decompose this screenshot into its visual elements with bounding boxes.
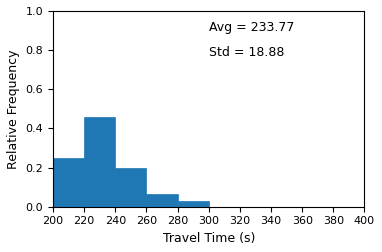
Text: Std = 18.88: Std = 18.88 xyxy=(209,46,284,59)
Bar xyxy=(146,194,178,207)
X-axis label: Travel Time (s): Travel Time (s) xyxy=(163,232,255,245)
Bar xyxy=(115,168,146,207)
Bar xyxy=(84,117,115,207)
Bar xyxy=(53,158,84,207)
Text: Avg = 233.77: Avg = 233.77 xyxy=(209,21,294,34)
Y-axis label: Relative Frequency: Relative Frequency xyxy=(7,49,20,169)
Bar xyxy=(178,201,209,207)
